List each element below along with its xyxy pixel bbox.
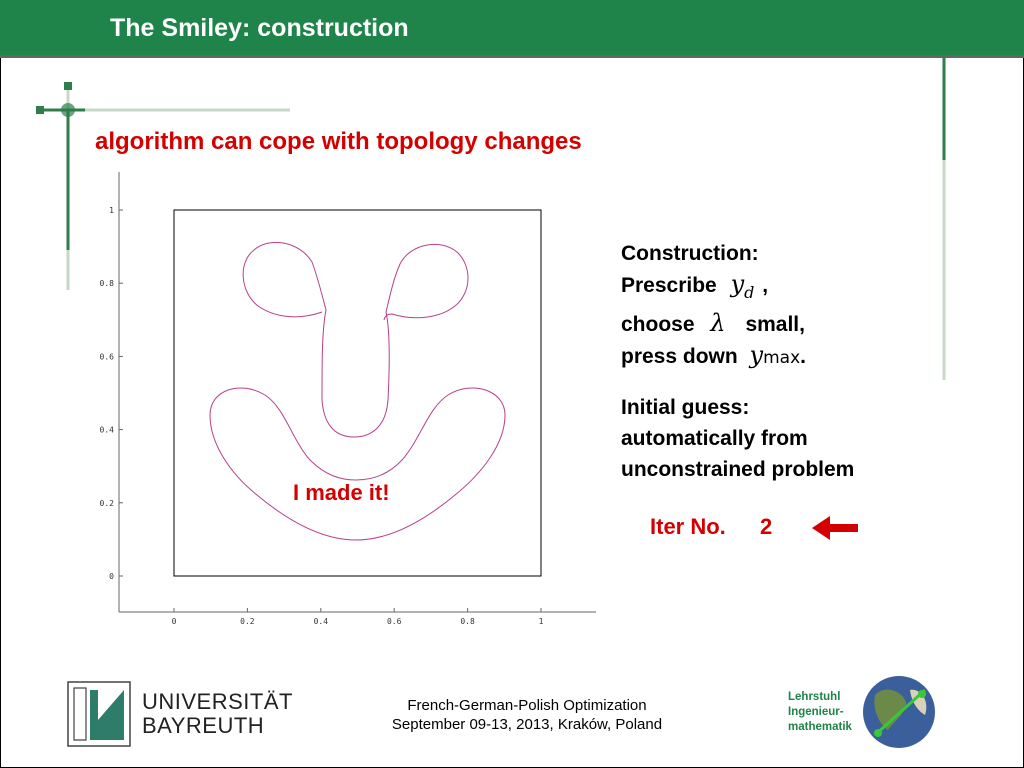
- made-it-label: I made it!: [293, 480, 390, 505]
- y-tick-label: 0.2: [100, 499, 115, 508]
- choose-line: choose λ small,: [621, 308, 805, 337]
- y-tick-label: 0.4: [100, 426, 115, 435]
- x-tick-label: 0: [172, 617, 177, 626]
- globe-icon: [863, 676, 935, 748]
- arrow-icon: [812, 516, 858, 540]
- x-tick-label: 0.8: [460, 617, 475, 626]
- construction-heading: Construction:: [621, 242, 759, 265]
- construction-block: Construction: Prescribe yd , choose λ sm…: [621, 238, 806, 374]
- university-name: UNIVERSITÄT BAYREUTH: [142, 690, 293, 738]
- slide-subtitle: algorithm can cope with topology changes: [95, 128, 582, 155]
- y-tick-label: 0.6: [100, 352, 115, 361]
- plot-axes: [118, 172, 596, 613]
- initial-guess-line3: unconstrained problem: [621, 458, 855, 481]
- chair-line3: mathematik: [788, 721, 852, 733]
- initial-guess-block: Initial guess: automatically from uncons…: [621, 392, 854, 485]
- chair-name: Lehrstuhl Ingenieur- mathematik: [788, 690, 852, 735]
- y-tick-label: 0: [109, 572, 114, 581]
- iter-label: Iter No.: [650, 514, 726, 539]
- x-tick-label: 0.6: [387, 617, 402, 626]
- conference-info: French-German-Polish Optimization Septem…: [362, 696, 692, 734]
- smiley-face-upper: [242, 241, 469, 438]
- prescribe-line: Prescribe yd ,: [621, 270, 769, 302]
- chair-line1: Lehrstuhl: [788, 691, 841, 703]
- x-tick-label: 0.4: [314, 617, 329, 626]
- university-logo-icon: [67, 681, 131, 747]
- initial-guess-line2: automatically from: [621, 427, 808, 450]
- plot-ticks: 0 0.2 0.4 0.6 0.8 1 0 0.2 0.4 0.6 0.8 1: [100, 206, 544, 626]
- smiley-mouth: [209, 387, 506, 541]
- university-line2: BAYREUTH: [142, 713, 265, 738]
- x-tick-label: 1: [539, 617, 544, 626]
- x-tick-label: 0.2: [240, 617, 255, 626]
- conference-line1: French-German-Polish Optimization: [407, 697, 647, 714]
- plot-domain-box: [173, 209, 542, 577]
- conference-line2: September 09-13, 2013, Kraków, Poland: [391, 716, 663, 733]
- y-tick-label: 0.8: [100, 279, 115, 288]
- title-bar: The Smiley: construction: [0, 0, 1024, 58]
- university-line1: UNIVERSITÄT: [142, 689, 293, 714]
- slide-title: The Smiley: construction: [110, 14, 409, 42]
- smiley-curves: [209, 241, 506, 541]
- iter-value: 2: [760, 514, 773, 539]
- press-down-line: press down ymax.: [621, 340, 806, 369]
- initial-guess-heading: Initial guess:: [621, 396, 750, 419]
- y-tick-label: 1: [109, 206, 114, 215]
- chair-line2: Ingenieur-: [788, 706, 844, 718]
